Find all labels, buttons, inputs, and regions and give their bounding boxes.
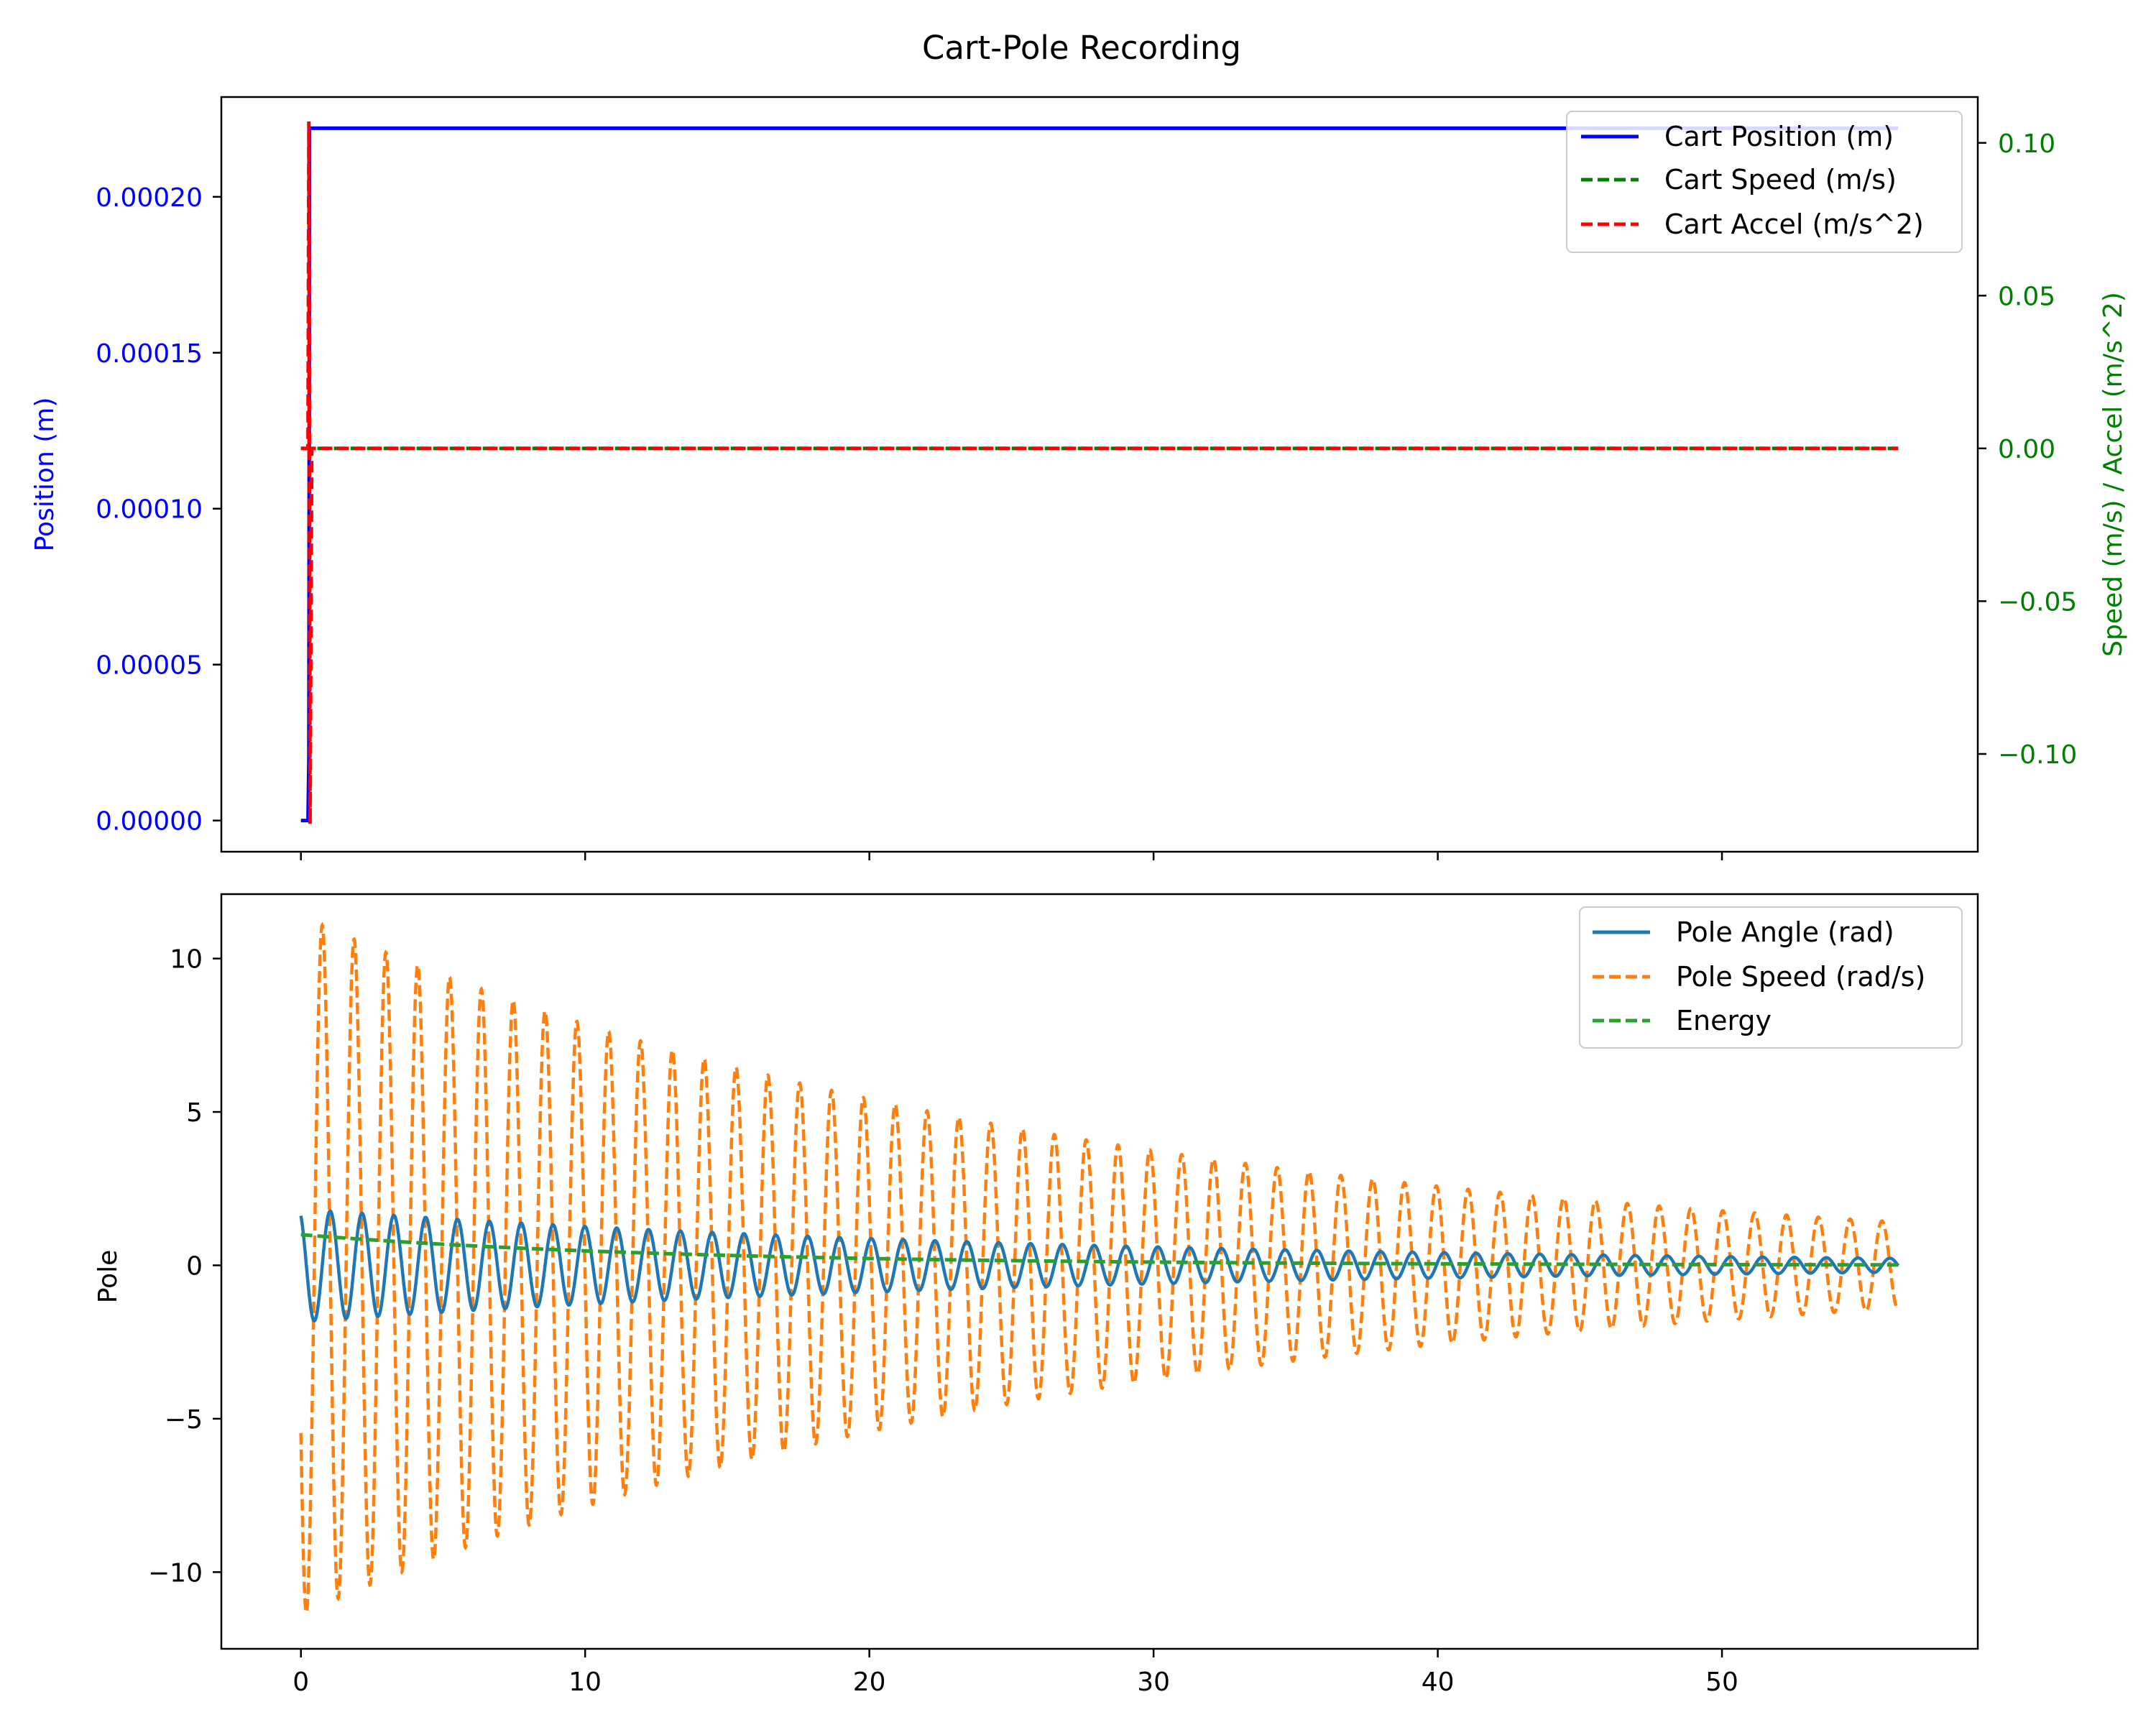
top-y-left-tick-label: 0.00020 [96,183,203,213]
top-y-right-tick-label: 0.10 [1998,129,2055,159]
bottom-x-tick-label: 40 [1422,1668,1455,1697]
bottom-series-group [299,921,1900,1616]
bottom-plot-frame [220,893,1979,1650]
bottom-legend-label-pole-angle: Pole Angle (rad) [1676,916,1894,948]
top-axis-ticks: 0.00000 0.00005 0.00010 0.00015 0.00020 −0.10… [96,129,2077,860]
top-panel: 0.00000 0.00005 0.00010 0.00015 0.00020 −0.10… [30,96,2128,860]
top-y-left-tick-label: 0.00015 [96,339,203,369]
bottom-x-tick-label: 50 [1705,1668,1738,1697]
bottom-y-axis-label: Pole [93,1250,123,1304]
top-series-cart-position-m [300,126,1899,823]
top-legend-label-cart-position: Cart Position (m) [1664,121,1894,152]
bottom-y-tick-label: 5 [186,1098,203,1128]
top-legend: Cart Position (m) Cart Speed (m/s) Cart … [1566,111,1963,253]
bottom-axis-ticks: 0 10 20 30 40 50 −10 −5 0 5 10 [148,945,1738,1697]
bottom-series-pole-speed [299,921,1899,1616]
bottom-legend: Pole Angle (rad) Pole Speed (rad/s) Ener… [1579,906,1963,1049]
top-y-left-tick-label: 0.00000 [96,807,203,837]
bottom-x-tick-label: 0 [292,1668,309,1697]
top-y-left-tick-label: 0.00005 [96,651,203,681]
bottom-y-tick-label: −5 [165,1405,203,1435]
bottom-series-pole-angle [299,1209,1900,1322]
top-y-left-tick-label: 0.00010 [96,495,203,525]
bottom-y-tick-label: 10 [170,945,203,975]
top-series-cart-accel-m-s-2 [300,121,1899,824]
top-y-right-tick-label: 0.00 [1998,435,2055,464]
top-legend-label-cart-accel: Cart Accel (m/s^2) [1664,208,1924,240]
top-legend-box [1566,111,1963,253]
bottom-x-tick-label: 30 [1137,1668,1170,1697]
bottom-series-energy [300,1233,1899,1267]
figure-title: Cart-Pole Recording [922,29,1241,67]
top-legend-label-cart-speed: Cart Speed (m/s) [1664,164,1897,196]
bottom-y-tick-label: 0 [186,1251,203,1281]
bottom-panel: 0 10 20 30 40 50 −10 −5 0 5 10 Pole Pole Angle (ra… [93,893,1979,1697]
top-plot-frame [220,96,1979,853]
top-series-group [300,121,1899,824]
top-y-right-tick-label: −0.05 [1998,587,2077,617]
top-y-axis-right-label: Speed (m/s) / Accel (m/s^2) [2099,292,2128,657]
bottom-legend-label-pole-speed: Pole Speed (rad/s) [1676,961,1925,993]
bottom-legend-box [1579,906,1963,1049]
top-y-right-tick-label: −0.10 [1998,740,2077,770]
bottom-legend-label-energy: Energy [1676,1005,1772,1036]
bottom-x-tick-label: 10 [568,1668,602,1697]
top-y-axis-left-label: Position (m) [30,397,60,552]
bottom-y-tick-label: −10 [148,1558,203,1588]
top-y-right-tick-label: 0.05 [1998,282,2055,311]
bottom-x-tick-label: 20 [853,1668,886,1697]
